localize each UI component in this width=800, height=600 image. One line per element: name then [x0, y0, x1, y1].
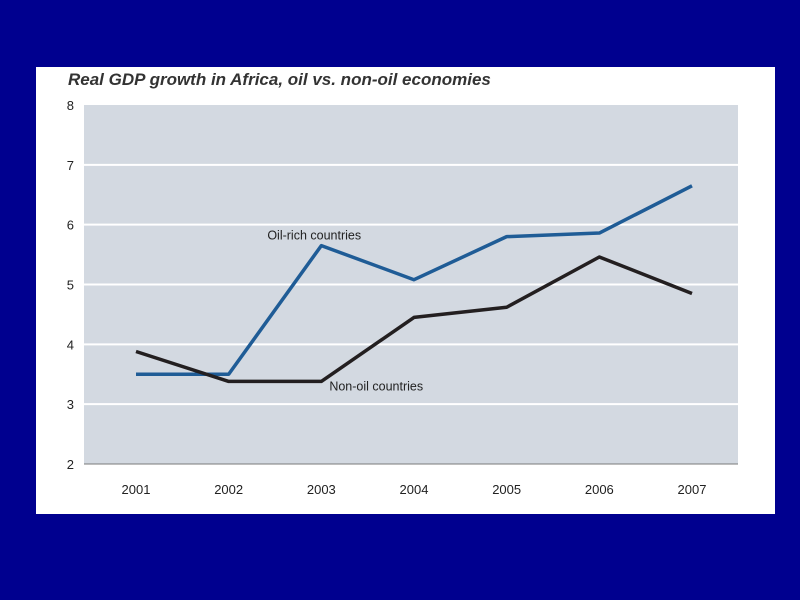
y-tick-label-4: 4: [67, 337, 74, 352]
x-tick-label-2005: 2005: [492, 482, 521, 497]
x-tick-label-2001: 2001: [122, 482, 151, 497]
y-tick-label-6: 6: [67, 218, 74, 233]
line-chart: 2 3 4 5 6 7 8 2001 2002 2003 2004 2005 2006 2007 Oil-r…: [67, 98, 738, 497]
series-label-non-oil-countries: Non-oil countries: [329, 379, 423, 393]
y-tick-label-8: 8: [67, 98, 74, 113]
series-label-oil-rich-countries: Oil-rich countries: [267, 229, 361, 243]
chart-title: Real GDP growth in Africa, oil vs. non-o…: [68, 70, 491, 89]
x-tick-label-2004: 2004: [400, 482, 429, 497]
chart-card: Real GDP growth in Africa, oil vs. non-o…: [36, 67, 775, 514]
x-tick-label-2002: 2002: [214, 482, 243, 497]
y-tick-label-3: 3: [67, 397, 74, 412]
x-tick-label-2006: 2006: [585, 482, 614, 497]
y-tick-label-7: 7: [67, 158, 74, 173]
x-tick-label-2007: 2007: [678, 482, 707, 497]
y-tick-label-2: 2: [67, 457, 74, 472]
y-tick-label-5: 5: [67, 278, 74, 293]
x-tick-label-2003: 2003: [307, 482, 336, 497]
